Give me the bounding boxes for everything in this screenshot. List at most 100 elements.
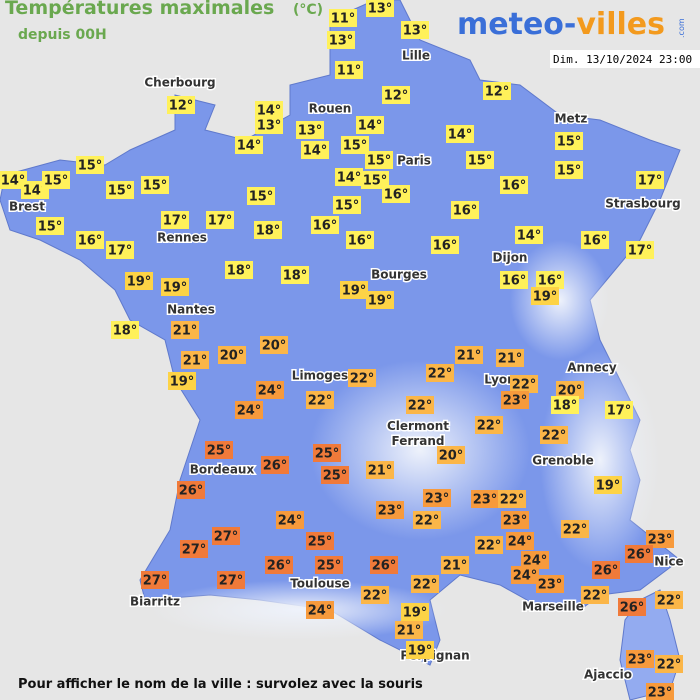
temperature-box	[212, 527, 240, 545]
temperature: 12°	[485, 85, 510, 100]
temperature: 23°	[648, 533, 673, 548]
temperature: 12°	[384, 89, 409, 104]
temperature-box	[306, 391, 334, 409]
temperature-box	[625, 545, 653, 563]
temperature-box	[501, 511, 529, 529]
temperature: 21°	[457, 349, 482, 364]
temperature: 25°	[317, 559, 342, 574]
temperature-box	[406, 396, 434, 414]
temperature: 24°	[523, 554, 548, 569]
temperature-box	[281, 266, 309, 284]
temperature-box	[296, 121, 324, 139]
temperature-box	[475, 536, 503, 554]
temperature: 23°	[378, 504, 403, 519]
temperature-box	[437, 446, 465, 464]
temperature: 14°	[237, 139, 262, 154]
temperature: 21°	[368, 464, 393, 479]
temperature-box	[356, 116, 384, 134]
temperature-box	[366, 291, 394, 309]
temperature-box	[475, 416, 503, 434]
temperature-box	[551, 396, 579, 414]
temperature: 25°	[323, 469, 348, 484]
temperature-box	[180, 540, 208, 558]
temperature-box	[531, 287, 559, 305]
logo-part: meteo-	[457, 7, 576, 42]
city-name: Biarritz	[130, 595, 180, 609]
temperature-box	[311, 216, 339, 234]
temperature-box	[167, 96, 195, 114]
temperature-box	[181, 351, 209, 369]
temperature-box	[646, 683, 674, 700]
temperature: 16°	[348, 234, 373, 249]
temperature: 18°	[283, 269, 308, 284]
temperature: 23°	[473, 493, 498, 508]
temperature-box	[521, 551, 549, 569]
temperature-box	[536, 271, 564, 289]
temperature: 26°	[627, 548, 652, 563]
temperature-box	[365, 151, 393, 169]
temperature: 17°	[628, 244, 653, 259]
temperature: 17°	[607, 404, 632, 419]
temperature-box	[426, 364, 454, 382]
temperature: 23°	[628, 653, 653, 668]
temperature: 22°	[363, 589, 388, 604]
temperature-box	[161, 278, 189, 296]
city-name: Metz	[555, 112, 588, 126]
temperature-box	[555, 132, 583, 150]
temperature-box	[511, 566, 539, 584]
temperature: 13°	[368, 2, 393, 17]
temperature: 14°	[337, 171, 362, 186]
temperature: 22°	[657, 658, 682, 673]
temperature: 21°	[498, 352, 523, 367]
timestamp-box	[550, 50, 700, 68]
temperature: 26°	[267, 559, 292, 574]
temperature: 22°	[512, 378, 537, 393]
temperature: 15°	[557, 164, 582, 179]
temperature: 19°	[163, 281, 188, 296]
temperature-box	[235, 401, 263, 419]
temperature-box	[254, 221, 282, 239]
temperature-box	[376, 501, 404, 519]
temperature-box	[306, 601, 334, 619]
temperature: 14°	[257, 104, 282, 119]
city-name: Rouen	[309, 102, 352, 116]
temperature: 22°	[413, 578, 438, 593]
temperature: 14°	[303, 144, 328, 159]
temperature-box	[171, 321, 199, 339]
temperature: 26°	[263, 459, 288, 474]
temperature: 19°	[368, 294, 393, 309]
temperature-box	[626, 241, 654, 259]
temperature: 22°	[350, 372, 375, 387]
temperature: 24°	[513, 569, 538, 584]
temperature-box	[594, 476, 622, 494]
temperature: 22°	[477, 539, 502, 554]
temperature-box	[36, 217, 64, 235]
temperature-box	[636, 171, 664, 189]
temperature: 17°	[108, 244, 133, 259]
temperature: 16°	[538, 274, 563, 289]
temperature: 16°	[384, 188, 409, 203]
temperature: 16°	[433, 239, 458, 254]
temperature-box	[76, 231, 104, 249]
temperature: 24°	[258, 384, 283, 399]
temperature-box	[348, 369, 376, 387]
temperature-box	[510, 375, 538, 393]
temperature-box	[646, 530, 674, 548]
temperature-box	[217, 571, 245, 589]
temperature-box	[423, 489, 451, 507]
temperature-box	[431, 236, 459, 254]
temperature-box	[361, 171, 389, 189]
temperature-box	[655, 591, 683, 609]
temperature-box	[540, 426, 568, 444]
temperature: 16°	[453, 204, 478, 219]
temperature: 20°	[262, 339, 287, 354]
temperature: 14°	[358, 119, 383, 134]
temperature: 20°	[439, 449, 464, 464]
temperature: 18°	[113, 324, 138, 339]
temperature: 23°	[503, 394, 528, 409]
temperature: 26°	[594, 564, 619, 579]
temperature: 22°	[428, 367, 453, 382]
temperature-box	[395, 621, 423, 639]
temperature-box	[315, 556, 343, 574]
